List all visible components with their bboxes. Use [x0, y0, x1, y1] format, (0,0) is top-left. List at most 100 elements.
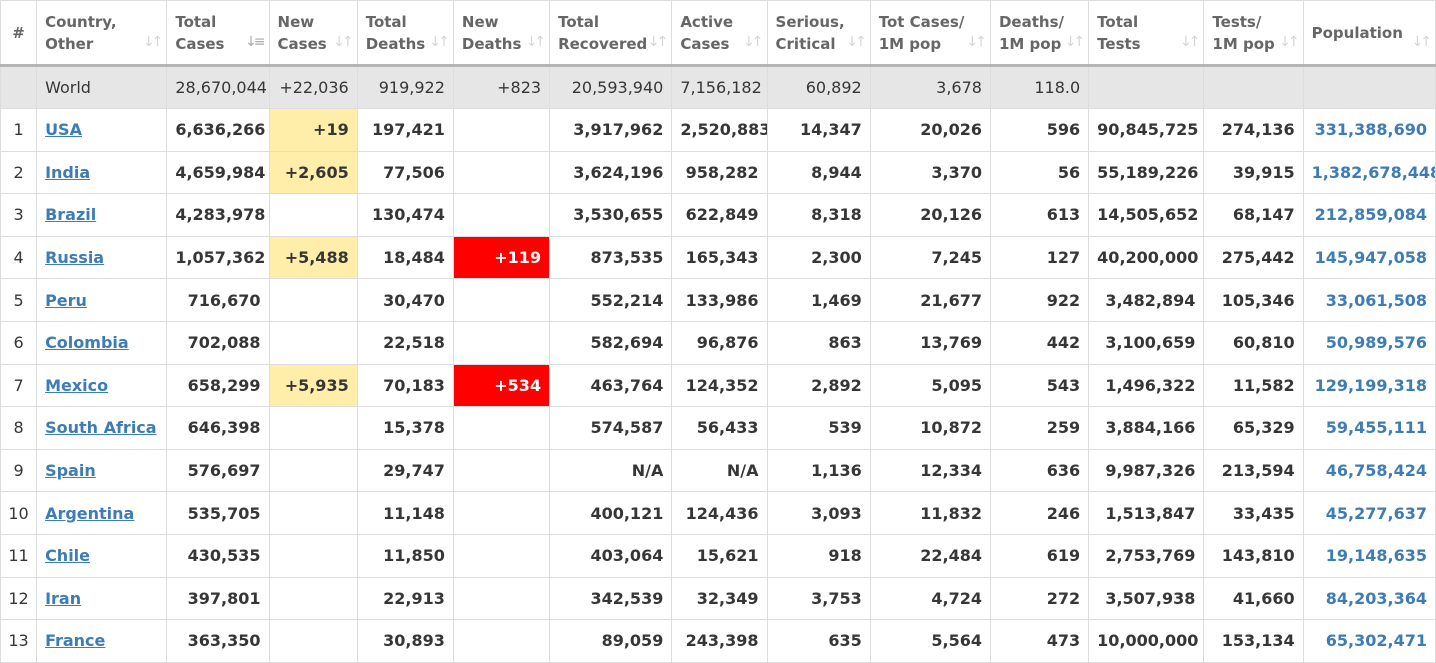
country-link[interactable]: Mexico	[45, 375, 109, 395]
new-deaths-cell	[452, 491, 551, 535]
new-deaths-cell	[452, 320, 551, 365]
population-cell: 212,859,084	[1302, 193, 1436, 237]
active-cases-cell: 133,986	[671, 278, 768, 322]
tot-cases-1m-cell: 4,724	[869, 576, 991, 621]
new-cases-cell: +5,488	[268, 235, 358, 280]
col-header-population[interactable]: Population ↓↑	[1302, 0, 1436, 67]
tests-1m-cell: 275,442	[1203, 235, 1304, 280]
col-header-serious-critical[interactable]: Serious, Critical ↓↑	[766, 0, 871, 67]
country-link[interactable]: USA	[45, 120, 82, 140]
sort-arrows-icon[interactable]: ↓↑	[1411, 34, 1433, 50]
rank-cell: 10	[0, 491, 38, 535]
col-header-deaths-per-million[interactable]: Deaths/1M pop ↓↑	[989, 0, 1090, 67]
serious-critical-cell: 635	[766, 619, 871, 663]
population-cell: 50,989,576	[1302, 320, 1436, 365]
world-rank-cell	[0, 65, 38, 109]
total-cases-cell: 397,801	[166, 576, 270, 621]
total-cases-cell: 535,705	[166, 491, 270, 535]
sort-arrows-icon[interactable]: ↓↑	[429, 34, 450, 50]
sort-arrows-icon[interactable]: ↓↑	[966, 34, 988, 50]
country-cell: France	[36, 619, 168, 663]
sort-arrows-icon[interactable]: ↓↑	[333, 34, 354, 50]
table-row: 11 Chile 430,535 11,850 403,064 15,621 918 22,4…	[0, 533, 1436, 578]
country-link[interactable]: Argentina	[45, 503, 135, 523]
col-header-total-deaths[interactable]: Total Deaths ↓↑	[356, 0, 454, 67]
serious-critical-cell: 3,753	[766, 576, 871, 621]
col-header-tot-cases-per-million[interactable]: Tot Cases/1M pop ↓↑	[869, 0, 991, 67]
country-link[interactable]: Iran	[45, 588, 82, 608]
population-cell: 331,388,690	[1302, 108, 1436, 152]
rank-cell: 9	[0, 448, 38, 493]
population-cell: 84,203,364	[1302, 576, 1436, 621]
deaths-1m-cell: 246	[989, 491, 1090, 535]
sort-desc-icon[interactable]: ↓≡	[245, 34, 266, 50]
country-link[interactable]: Colombia	[45, 333, 129, 353]
sort-arrows-icon[interactable]: ↓↑	[142, 34, 164, 50]
tests-1m-cell: 213,594	[1203, 448, 1304, 493]
country-cell: Brazil	[36, 193, 168, 237]
col-header-total-recovered[interactable]: Total Recovered ↓↑	[549, 0, 673, 67]
sort-arrows-icon[interactable]: ↓↑	[525, 34, 547, 50]
country-cell: Iran	[36, 576, 168, 621]
col-header-new-cases[interactable]: New Cases ↓↑	[268, 0, 358, 67]
country-link[interactable]: Brazil	[45, 205, 97, 225]
col-header-country-other[interactable]: Country, Other ↓↑	[36, 0, 168, 67]
sort-arrows-icon[interactable]: ↓↑	[1064, 34, 1086, 50]
tests-1m-cell: 143,810	[1203, 533, 1304, 578]
total-recovered-cell: 3,624,196	[549, 150, 673, 195]
rank-cell: 6	[0, 320, 38, 365]
serious-critical-cell: 3,093	[766, 491, 871, 535]
active-cases-cell: 32,349	[671, 576, 768, 621]
tot-cases-1m-cell: 7,245	[869, 235, 991, 280]
country-link[interactable]: Spain	[45, 461, 96, 481]
population-cell: 65,302,471	[1302, 619, 1436, 663]
table-row: 3 Brazil 4,283,978 130,474 3,530,655 622,849 8…	[0, 193, 1436, 237]
col-header-total-cases[interactable]: Total Cases ↓≡	[166, 0, 270, 67]
sort-arrows-icon[interactable]: ↓↑	[1179, 34, 1201, 50]
serious-critical-cell: 2,300	[766, 235, 871, 280]
col-header-active-cases[interactable]: Active Cases ↓↑	[671, 0, 768, 67]
deaths-1m-cell: 259	[989, 406, 1090, 450]
total-deaths-cell: 70,183	[356, 363, 454, 408]
total-cases-cell: 1,057,362	[166, 235, 270, 280]
rank-cell: 1	[0, 108, 38, 152]
deaths-1m-cell: 272	[989, 576, 1090, 621]
tot-cases-1m-cell: 11,832	[869, 491, 991, 535]
country-cell: Peru	[36, 278, 168, 322]
table-row: 9 Spain 576,697 29,747 N/A N/A 1,136 12,334 636 9…	[0, 448, 1436, 493]
country-link[interactable]: Chile	[45, 546, 91, 566]
world-tests-per-million-cell	[1203, 65, 1304, 109]
sort-arrows-icon[interactable]: ↓↑	[743, 34, 764, 50]
active-cases-cell: 622,849	[671, 193, 768, 237]
table-body: World 28,670,044 +22,036 919,922 +823 20…	[0, 65, 1436, 663]
population-cell: 1,382,678,448	[1302, 150, 1436, 195]
world-total-recovered-cell: 20,593,940	[549, 65, 673, 109]
rank-header-label: #	[12, 23, 25, 42]
sort-arrows-icon[interactable]: ↓↑	[846, 34, 867, 50]
country-link[interactable]: South Africa	[45, 418, 157, 438]
new-cases-cell	[268, 320, 358, 365]
total-tests-cell: 55,189,226	[1088, 150, 1205, 195]
col-header-label-line1: Total	[175, 12, 217, 31]
total-cases-cell: 658,299	[166, 363, 270, 408]
sort-arrows-icon[interactable]: ↓↑	[1279, 34, 1300, 50]
total-cases-cell: 6,636,266	[166, 108, 270, 152]
col-header-label-line2: Recovered	[558, 34, 648, 53]
total-tests-cell: 10,000,000	[1088, 619, 1205, 663]
country-link[interactable]: France	[45, 631, 106, 651]
col-header-new-deaths[interactable]: New Deaths ↓↑	[452, 0, 551, 67]
col-header-total-tests[interactable]: Total Tests ↓↑	[1088, 0, 1205, 67]
table-row: 13 France 363,350 30,893 89,059 243,398 635 5,5…	[0, 619, 1436, 663]
col-header-rank: #	[0, 0, 38, 67]
country-link[interactable]: India	[45, 162, 91, 182]
new-deaths-cell: +119	[452, 235, 551, 280]
country-link[interactable]: Russia	[45, 248, 105, 268]
col-header-tests-per-million[interactable]: Tests/1M pop ↓↑	[1203, 0, 1304, 67]
country-link[interactable]: Peru	[45, 290, 87, 310]
world-deaths-per-million-cell: 118.0	[989, 65, 1090, 109]
tests-1m-cell: 65,329	[1203, 406, 1304, 450]
sort-arrows-icon[interactable]: ↓↑	[647, 34, 669, 50]
new-cases-cell	[268, 278, 358, 322]
col-header-label-line1: Total	[365, 12, 407, 31]
rank-cell: 13	[0, 619, 38, 663]
